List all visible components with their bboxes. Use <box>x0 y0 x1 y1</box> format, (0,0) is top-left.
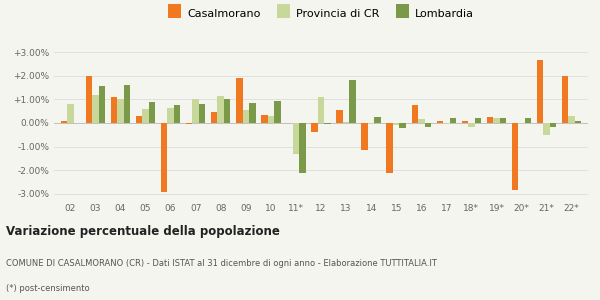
Bar <box>374 117 381 123</box>
Bar <box>117 99 124 123</box>
Bar <box>249 103 256 123</box>
Bar <box>443 123 449 124</box>
Bar <box>98 86 105 123</box>
Bar <box>461 121 468 123</box>
Bar <box>142 109 149 123</box>
Bar <box>568 116 575 123</box>
Bar <box>550 123 556 127</box>
Bar <box>475 118 481 123</box>
Bar <box>261 115 268 123</box>
Bar <box>149 102 155 123</box>
Bar <box>299 123 306 172</box>
Bar <box>167 108 174 123</box>
Bar <box>224 99 230 123</box>
Bar <box>518 123 525 124</box>
Text: Variazione percentuale della popolazione: Variazione percentuale della popolazione <box>6 226 280 238</box>
Text: COMUNE DI CASALMORANO (CR) - Dati ISTAT al 31 dicembre di ogni anno - Elaborazio: COMUNE DI CASALMORANO (CR) - Dati ISTAT … <box>6 259 437 268</box>
Bar <box>575 121 581 123</box>
Bar <box>562 76 568 123</box>
Bar <box>425 123 431 127</box>
Bar <box>393 123 400 125</box>
Bar <box>217 96 224 123</box>
Bar <box>343 122 349 123</box>
Bar <box>268 116 274 123</box>
Bar <box>67 104 74 123</box>
Legend: Casalmorano, Provincia di CR, Lombardia: Casalmorano, Provincia di CR, Lombardia <box>164 4 478 23</box>
Bar <box>124 85 130 123</box>
Bar <box>512 123 518 190</box>
Bar <box>361 123 368 150</box>
Bar <box>199 104 205 123</box>
Bar <box>349 80 356 123</box>
Bar <box>412 105 418 123</box>
Bar <box>487 117 493 123</box>
Bar <box>92 94 98 123</box>
Bar <box>544 123 550 135</box>
Bar <box>500 118 506 123</box>
Bar <box>110 97 117 123</box>
Bar <box>193 99 199 123</box>
Bar <box>61 121 67 123</box>
Bar <box>161 123 167 191</box>
Bar <box>537 60 544 123</box>
Bar <box>186 123 193 124</box>
Bar <box>468 123 475 127</box>
Bar <box>449 118 456 123</box>
Bar <box>437 121 443 123</box>
Bar <box>336 110 343 123</box>
Bar <box>418 119 425 123</box>
Bar <box>293 123 299 154</box>
Bar <box>493 118 500 123</box>
Bar <box>274 100 281 123</box>
Bar <box>318 97 324 123</box>
Text: (*) post-censimento: (*) post-censimento <box>6 284 89 293</box>
Bar <box>386 123 393 172</box>
Bar <box>242 110 249 123</box>
Bar <box>211 112 217 123</box>
Bar <box>400 123 406 128</box>
Bar <box>368 123 374 124</box>
Bar <box>324 123 331 124</box>
Bar <box>236 78 242 123</box>
Bar <box>525 118 532 123</box>
Bar <box>174 105 181 123</box>
Bar <box>136 116 142 123</box>
Bar <box>311 123 318 133</box>
Bar <box>86 76 92 123</box>
